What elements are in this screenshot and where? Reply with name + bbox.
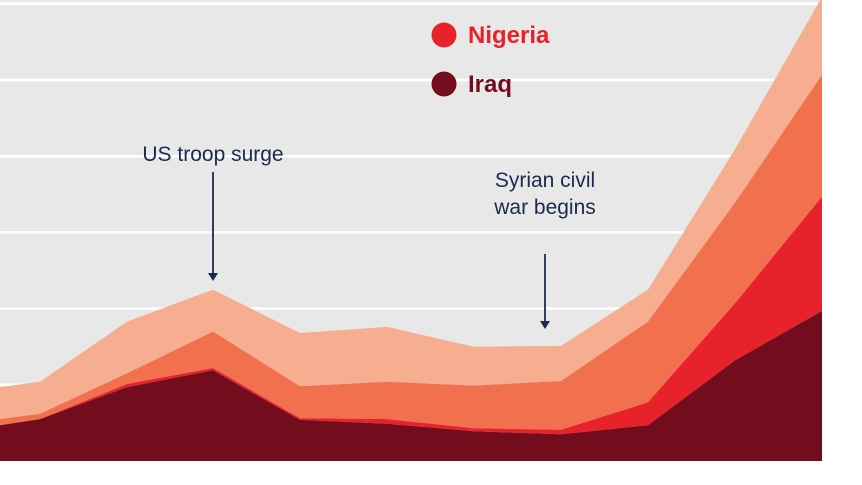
layer-3-area xyxy=(0,74,822,430)
legend-marker-iraq xyxy=(431,71,457,97)
legend-label-iraq: Iraq xyxy=(468,71,512,98)
iraq-area xyxy=(0,310,822,461)
legend-marker-nigeria xyxy=(431,22,457,48)
legend-label-nigeria: Nigeria xyxy=(468,22,550,49)
annotation-2-line-1: Syrian civil xyxy=(495,169,595,192)
annotation-1-arrow-head xyxy=(208,273,218,281)
annotation-1-line-1: US troop surge xyxy=(142,143,283,166)
annotation-2-line-2: war begins xyxy=(493,196,596,219)
layer-4-area xyxy=(0,0,822,420)
annotation-2-arrow-head xyxy=(540,321,550,329)
